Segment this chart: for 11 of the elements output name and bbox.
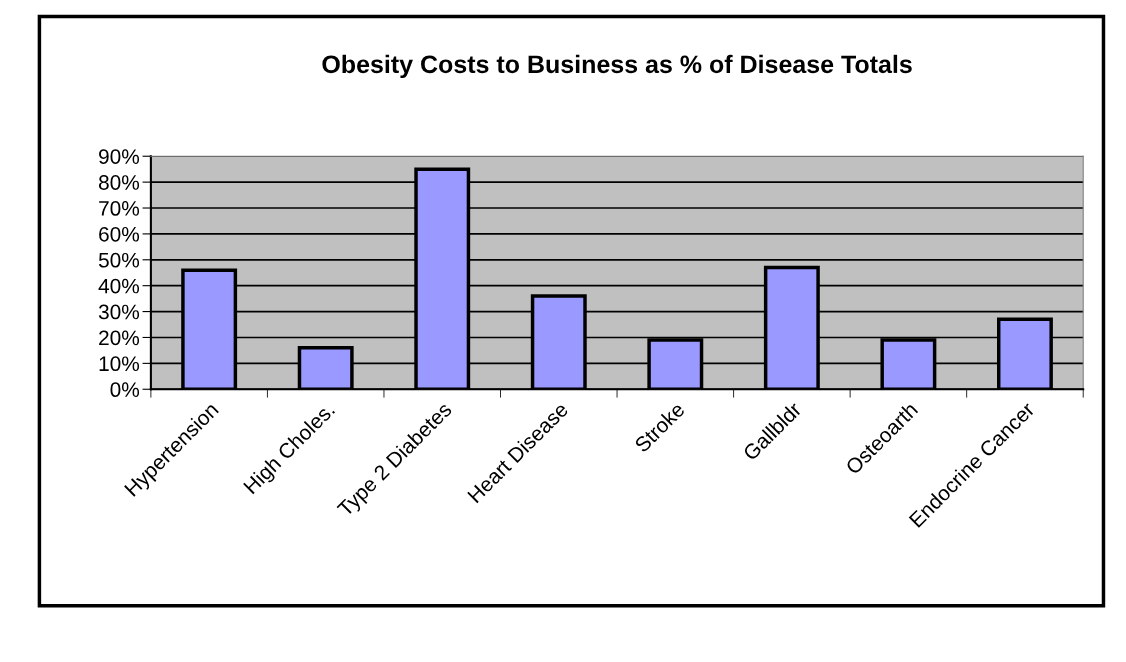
y-tick-label: 50% <box>98 252 140 268</box>
y-tick-label: 80% <box>98 175 140 190</box>
y-tick-label: 20% <box>99 330 140 346</box>
y-tick-label: 70% <box>99 201 140 216</box>
y-tick-label: 90% <box>99 149 140 164</box>
y-tick-label: 30% <box>98 304 140 320</box>
y-tick-label: 0% <box>110 382 140 398</box>
y-tick-label: 10% <box>99 356 140 372</box>
y-tick-label: 60% <box>99 226 140 242</box>
y-tick-label: 40% <box>98 278 140 294</box>
chart-title: Obesity Costs to Business as % of Disease Totals <box>322 54 912 79</box>
